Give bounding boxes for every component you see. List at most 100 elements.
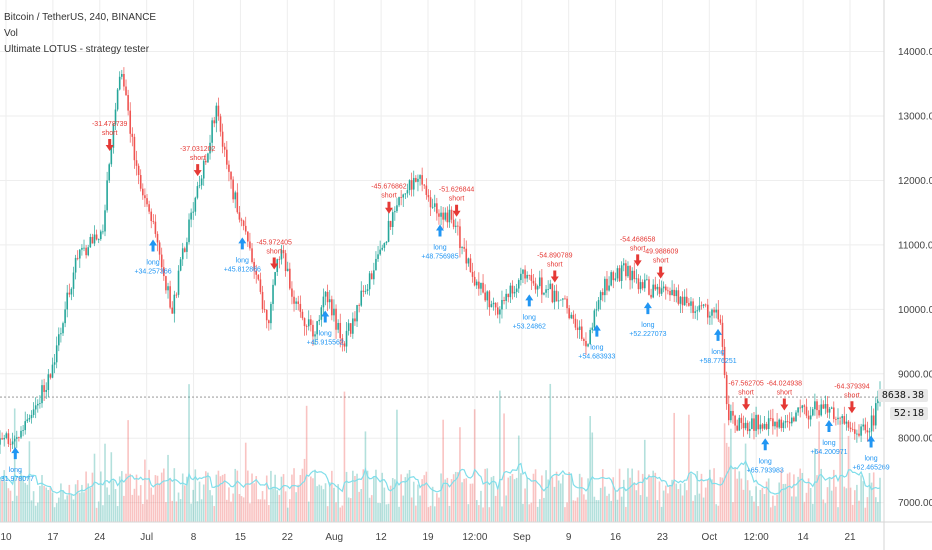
time-tick-label: 24 [94, 532, 106, 543]
volume-bars [0, 383, 881, 522]
volume-bar [110, 452, 113, 522]
candle-body [832, 407, 835, 419]
strategy-indicator-label[interactable]: Ultimate LOTUS - strategy tester [4, 44, 150, 55]
candle-body [503, 299, 505, 301]
volume-bar [727, 446, 730, 522]
time-tick-label: 8 [191, 532, 197, 543]
candle-body [505, 293, 507, 301]
volume-bar [167, 454, 169, 522]
candle-body [366, 289, 369, 291]
volume-bar [282, 474, 285, 522]
price-axis[interactable]: 7000.00 8000.00 9000.00 10000.00 11000.00 120… [898, 47, 932, 509]
candle-body [219, 116, 222, 132]
volume-bar [738, 471, 741, 522]
volume-bar [156, 475, 159, 522]
candle-body [163, 267, 165, 277]
candle-body [83, 247, 85, 249]
time-tick-label: Jul [140, 532, 153, 543]
candle-body [118, 76, 121, 90]
long-arrow-icon [149, 239, 158, 252]
volume-indicator-label[interactable]: Vol [4, 28, 18, 39]
candle-body [482, 282, 484, 293]
volume-bar [202, 484, 205, 522]
candle-body [165, 276, 167, 291]
volume-bar [53, 507, 56, 522]
candle-body [152, 221, 155, 222]
candle-body [121, 73, 123, 77]
short-arrow-icon [847, 401, 856, 414]
volume-bar [1, 479, 3, 522]
candle-body [383, 243, 386, 248]
candle-body [807, 415, 810, 420]
candle-body [633, 270, 636, 280]
volume-bar [526, 477, 528, 522]
short-arrow-icon [105, 138, 114, 151]
candle-body [247, 231, 249, 242]
volume-bar [612, 477, 615, 522]
short-trade-marker: short -54.468658 [620, 236, 655, 267]
candle-body [127, 95, 129, 111]
volume-bar [604, 486, 606, 522]
short-arrow-icon [550, 270, 559, 283]
candle-body [595, 309, 598, 311]
volume-bar [786, 473, 789, 522]
candle-body [373, 270, 375, 280]
volume-bar [704, 487, 707, 522]
volume-bar [259, 499, 262, 522]
candle-body [639, 282, 642, 290]
candle-body [847, 421, 850, 428]
trade-label: long [9, 467, 22, 474]
candle-body [349, 323, 352, 334]
candle-body [629, 265, 631, 281]
time-axis[interactable]: 10 17 24 Jul 8 15 22 Aug 12 19 12:00 Sep 9 16 23 Oct 12:… [0, 532, 856, 543]
volume-bar [877, 501, 879, 522]
volume-bar [181, 473, 184, 522]
candle-body [566, 298, 568, 309]
volume-bar [410, 497, 413, 522]
long-arrow-icon [867, 435, 876, 448]
volume-bar [89, 487, 92, 522]
volume-bar [123, 495, 125, 522]
trade-pnl: +54.683933 [578, 354, 615, 361]
volume-bar [131, 494, 134, 522]
volume-bar [685, 490, 688, 522]
candle-body [562, 298, 564, 300]
candle-body [87, 247, 90, 256]
candle-body [3, 437, 6, 440]
volume-bar [339, 507, 342, 522]
volume-bar [299, 475, 302, 522]
volume-bar [469, 483, 472, 522]
volume-bar [627, 468, 629, 522]
candle-body [200, 178, 203, 186]
volume-bar [324, 483, 327, 522]
volume-bar [39, 485, 41, 522]
candle-body [866, 430, 869, 433]
volume-bar [412, 481, 415, 522]
candle-body [79, 249, 81, 259]
candle-body [223, 146, 226, 150]
candle-body [557, 300, 560, 302]
symbol-title[interactable]: Bitcoin / TetherUS, 240, BINANCE [4, 12, 157, 23]
candle-body [612, 272, 615, 281]
volume-bar [673, 412, 675, 522]
volume-bar [835, 486, 837, 522]
volume-bar [595, 500, 598, 522]
price-tick-label: 12000.00 [898, 176, 932, 187]
candle-body [425, 185, 428, 195]
volume-bar [801, 472, 804, 522]
candle-body [751, 418, 753, 429]
volume-bar [488, 507, 491, 522]
volume-bar [706, 479, 709, 522]
candle-body [679, 296, 682, 304]
volume-bar [467, 504, 470, 522]
candle-body [494, 302, 497, 308]
candle-body [759, 424, 762, 430]
volume-bar [496, 486, 499, 522]
candle-body [354, 318, 356, 322]
candle-body [606, 278, 608, 291]
candle-body [316, 321, 318, 335]
candle-body [648, 279, 650, 295]
candle-body [171, 307, 174, 314]
candle-body [68, 292, 71, 295]
